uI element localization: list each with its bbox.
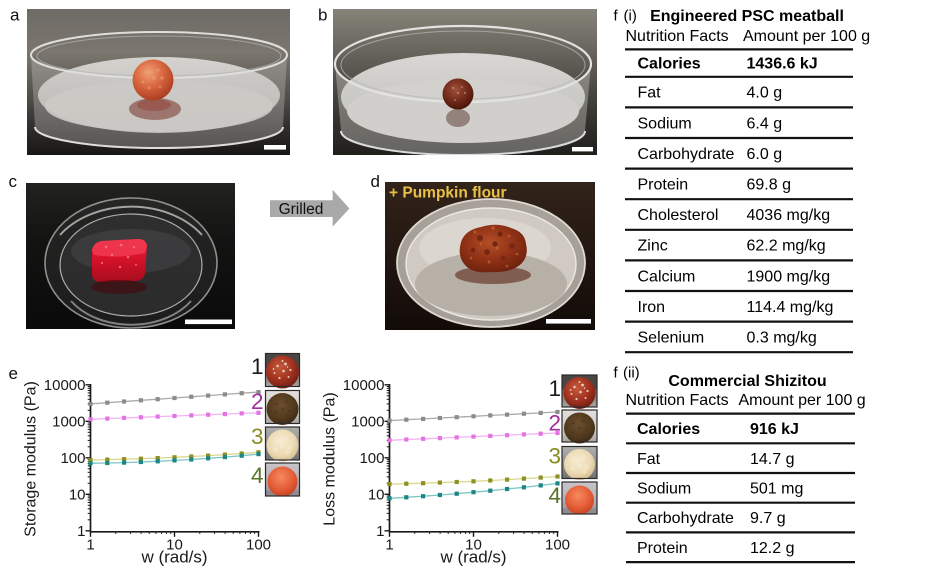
svg-text:3: 3 xyxy=(548,444,561,469)
svg-text:4: 4 xyxy=(251,463,264,488)
svg-text:w (rad/s): w (rad/s) xyxy=(439,547,506,566)
svg-text:10: 10 xyxy=(166,536,183,553)
svg-text:6.0 g: 6.0 g xyxy=(747,146,783,163)
svg-text:w (rad/s): w (rad/s) xyxy=(140,547,207,566)
svg-text:(ii): (ii) xyxy=(623,365,640,382)
svg-text:Protein: Protein xyxy=(638,177,689,194)
svg-text:Nutrition Facts: Nutrition Facts xyxy=(626,392,729,409)
svg-text:12.2 g: 12.2 g xyxy=(750,540,794,557)
svg-text:f: f xyxy=(614,365,619,382)
svg-text:Carbohydrate: Carbohydrate xyxy=(637,510,734,527)
svg-text:10: 10 xyxy=(465,536,482,553)
svg-text:10: 10 xyxy=(368,487,385,504)
svg-text:Loss modulus (Pa): Loss modulus (Pa) xyxy=(322,392,339,525)
svg-text:10000: 10000 xyxy=(343,377,385,394)
svg-text:(i): (i) xyxy=(624,8,637,25)
svg-text:f: f xyxy=(614,8,619,25)
svg-text:100: 100 xyxy=(60,450,85,467)
svg-text:4.0 g: 4.0 g xyxy=(747,85,783,102)
svg-text:114.4 mg/kg: 114.4 mg/kg xyxy=(747,299,834,316)
svg-text:Storage modulus (Pa): Storage modulus (Pa) xyxy=(23,381,40,537)
svg-text:Nutrition Facts: Nutrition Facts xyxy=(626,28,729,45)
svg-text:1: 1 xyxy=(548,376,561,401)
svg-text:62.2 mg/kg: 62.2 mg/kg xyxy=(747,238,826,255)
svg-text:2: 2 xyxy=(251,389,264,414)
svg-text:4: 4 xyxy=(548,483,561,508)
svg-text:1: 1 xyxy=(77,523,85,540)
svg-text:Sodium: Sodium xyxy=(637,481,691,498)
svg-text:Commercial Shizitou: Commercial Shizitou xyxy=(668,373,826,390)
svg-text:d: d xyxy=(371,172,380,191)
svg-text:100: 100 xyxy=(545,536,570,553)
svg-text:Fat: Fat xyxy=(637,451,661,468)
svg-text:10: 10 xyxy=(69,487,86,504)
svg-text:Cholesterol: Cholesterol xyxy=(638,207,719,224)
svg-text:Selenium: Selenium xyxy=(638,330,705,347)
svg-text:1: 1 xyxy=(376,523,384,540)
svg-text:+ Pumpkin flour: + Pumpkin flour xyxy=(389,185,507,202)
svg-text:10000: 10000 xyxy=(44,377,86,394)
svg-text:100: 100 xyxy=(359,450,384,467)
svg-text:1: 1 xyxy=(385,536,393,553)
svg-text:69.8 g: 69.8 g xyxy=(747,177,791,194)
svg-text:3: 3 xyxy=(251,424,264,449)
svg-text:0.3 mg/kg: 0.3 mg/kg xyxy=(747,330,817,347)
svg-text:1: 1 xyxy=(251,354,264,379)
svg-text:Protein: Protein xyxy=(637,540,688,557)
svg-text:e: e xyxy=(9,364,18,383)
svg-text:Calories: Calories xyxy=(637,421,700,438)
svg-text:9.7 g: 9.7 g xyxy=(750,510,786,527)
svg-text:b: b xyxy=(318,6,327,25)
svg-text:100: 100 xyxy=(246,536,271,553)
svg-text:Sodium: Sodium xyxy=(638,115,692,132)
svg-text:Fat: Fat xyxy=(638,85,662,102)
svg-text:Amount per 100 g: Amount per 100 g xyxy=(743,28,870,45)
svg-text:14.7 g: 14.7 g xyxy=(750,451,794,468)
svg-text:Carbohydrate: Carbohydrate xyxy=(638,146,735,163)
svg-text:2: 2 xyxy=(548,411,561,436)
svg-text:916 kJ: 916 kJ xyxy=(750,421,799,438)
svg-text:Amount per 100 g: Amount per 100 g xyxy=(739,392,866,409)
svg-text:Zinc: Zinc xyxy=(638,238,668,255)
svg-text:4036 mg/kg: 4036 mg/kg xyxy=(747,207,831,224)
svg-text:Engineered PSC meatball: Engineered PSC meatball xyxy=(650,8,844,25)
svg-text:1436.6 kJ: 1436.6 kJ xyxy=(747,56,818,73)
svg-text:Grilled: Grilled xyxy=(279,201,324,218)
svg-text:1000: 1000 xyxy=(52,414,85,431)
svg-text:6.4 g: 6.4 g xyxy=(747,115,783,132)
svg-text:a: a xyxy=(10,6,20,25)
svg-text:1900 mg/kg: 1900 mg/kg xyxy=(747,268,831,285)
svg-text:501 mg: 501 mg xyxy=(750,481,803,498)
svg-text:c: c xyxy=(9,172,18,191)
svg-text:Calcium: Calcium xyxy=(638,268,696,285)
svg-text:Calories: Calories xyxy=(638,56,701,73)
svg-text:Iron: Iron xyxy=(638,299,666,316)
svg-text:1000: 1000 xyxy=(351,414,384,431)
svg-text:1: 1 xyxy=(86,536,94,553)
